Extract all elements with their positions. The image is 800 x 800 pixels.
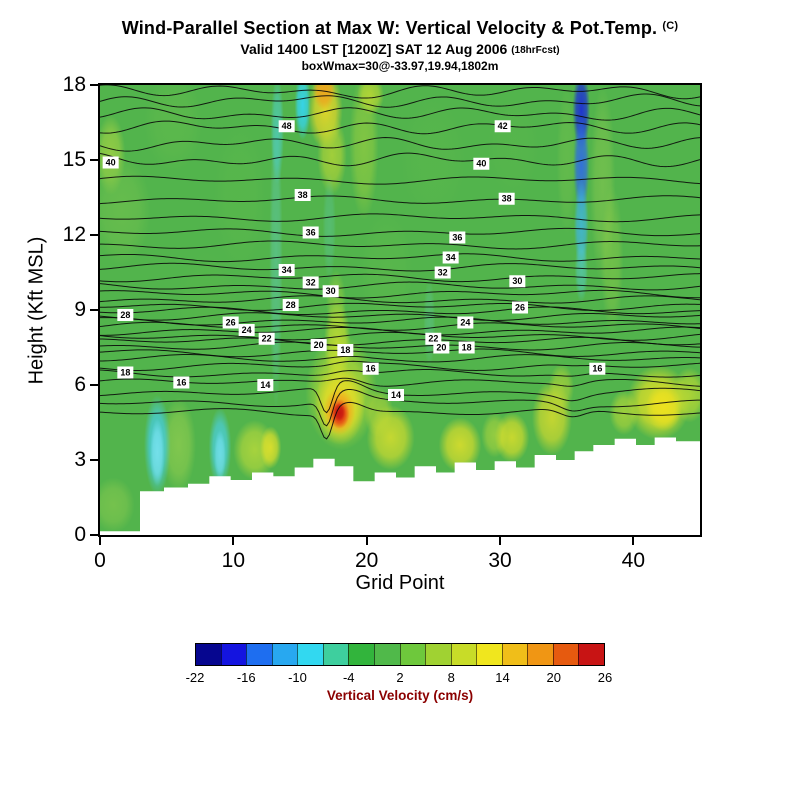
x-axis-tick: [99, 537, 101, 545]
colorbar-cell: [297, 644, 323, 665]
colorbar-tick-label: 14: [495, 670, 510, 685]
colorbar-title: Vertical Velocity (cm/s): [326, 688, 474, 703]
colorbar-cell: [220, 644, 247, 665]
colorbar-cell: [578, 644, 604, 665]
x-axis-tick: [365, 537, 368, 545]
colorbar-cell: [373, 644, 400, 665]
colorbar-cell: [246, 644, 272, 665]
colorbar-cell: [450, 644, 477, 665]
valid-time-subtitle: Valid 1400 LST [1200Z] SAT 12 Aug 2006 (…: [0, 41, 800, 57]
x-axis-tick-label: 30: [488, 549, 512, 572]
y-axis-tick-label: 3: [74, 448, 86, 471]
x-axis-title: Grid Point: [355, 572, 445, 594]
y-axis-tick-label: 18: [62, 73, 86, 96]
colorbar-cell: [348, 644, 374, 665]
y-axis-tick: [90, 384, 98, 386]
y-axis-tick-label: 6: [74, 373, 86, 396]
colorbar-cell: [527, 644, 553, 665]
figure-title-text: Wind-Parallel Section at Max W: Vertical…: [121, 18, 658, 38]
y-axis-tick: [90, 459, 98, 461]
colorbar-tick-label: 20: [546, 670, 561, 685]
colorbar-tick-label: -16: [236, 670, 256, 685]
y-axis-tick: [90, 534, 98, 536]
cross-section-plot-canvas: [100, 85, 700, 535]
colorbar-cell: [476, 644, 502, 665]
colorbar-cell: [552, 644, 579, 665]
colorbar-tick-label: 2: [396, 670, 404, 685]
colorbar-tick-label: 26: [597, 670, 613, 685]
forecast-hour-label: (18hrFcst): [511, 45, 560, 56]
y-axis-tick-label: 9: [74, 298, 86, 321]
colorbar-bar: [195, 643, 605, 666]
y-axis-tick: [90, 234, 98, 236]
x-axis-tick-label: 40: [621, 549, 645, 572]
colorbar-tick-label: 8: [447, 670, 455, 685]
wmax-annotation: boxWmax=30@-33.97,19.94,1802m: [301, 59, 499, 73]
x-axis-tick-label: 0: [94, 549, 106, 572]
y-axis-tick: [90, 84, 98, 86]
colorbar: -22 -16 -10 -4 2 8 14 20 26 Vertical Velocity (c…: [186, 643, 612, 705]
valid-time-text: Valid 1400 LST [1200Z] SAT 12 Aug 2006: [240, 41, 508, 57]
x-axis-tick: [632, 537, 635, 545]
colorbar-cell: [399, 644, 426, 665]
colorbar-cell: [322, 644, 349, 665]
y-axis-tick: [90, 309, 98, 311]
x-axis-tick: [499, 537, 501, 545]
colorbar-tick-label: -22: [185, 670, 205, 685]
plot-frame: [98, 83, 702, 537]
y-axis-tick-label: 12: [62, 223, 86, 246]
colorbar-cell: [196, 644, 221, 665]
colorbar-tick-label: -10: [288, 670, 307, 685]
colorbar-cell: [271, 644, 298, 665]
x-axis-tick-label: 10: [221, 549, 245, 572]
y-axis-tick-label: 0: [74, 523, 86, 546]
figure-title-units: (C): [662, 20, 679, 32]
colorbar-cell: [425, 644, 451, 665]
colorbar-cell: [501, 644, 528, 665]
figure-title: Wind-Parallel Section at Max W: Vertical…: [0, 18, 800, 39]
x-axis-tick-label: 20: [354, 549, 379, 572]
y-axis-tick-label: 15: [62, 148, 86, 171]
colorbar-tick-label: -4: [342, 670, 355, 685]
x-axis-tick: [232, 537, 235, 545]
y-axis-tick: [90, 159, 98, 161]
